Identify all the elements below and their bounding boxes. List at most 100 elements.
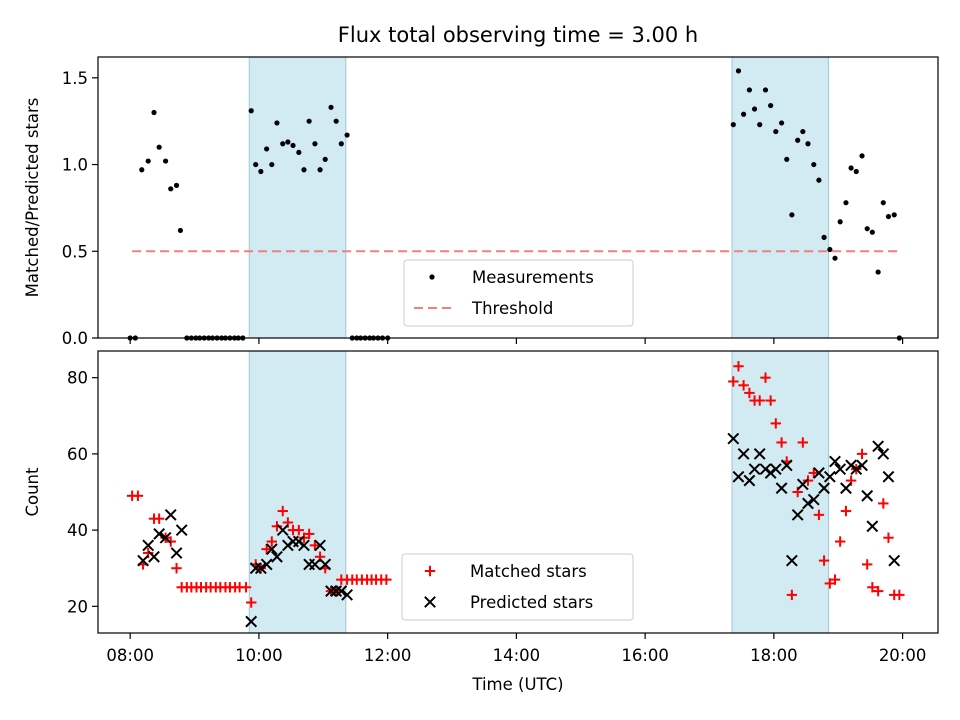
x-tick-label: 08:00 — [106, 646, 154, 665]
data-point — [743, 474, 756, 487]
data-point — [780, 459, 793, 472]
data-point — [867, 582, 878, 593]
data-point — [151, 109, 157, 116]
data-point — [303, 528, 315, 540]
data-point — [139, 167, 145, 173]
data-point — [177, 227, 183, 234]
data-point — [248, 108, 254, 114]
data-point — [735, 68, 742, 74]
data-point — [733, 361, 744, 372]
data-point — [797, 437, 809, 448]
legend: Measurements Threshold — [403, 259, 634, 327]
data-point — [381, 574, 392, 585]
data-point — [258, 168, 264, 175]
x-tick-label: 16:00 — [621, 646, 669, 665]
observing-window-band — [731, 56, 830, 339]
data-point — [894, 589, 905, 601]
data-point — [885, 213, 892, 220]
data-point — [290, 142, 296, 149]
data-point — [765, 395, 776, 406]
data-point — [769, 463, 782, 476]
data-point — [317, 167, 323, 173]
legend-label: Matched stars — [470, 562, 587, 581]
data-point — [301, 167, 307, 173]
data-point — [776, 437, 787, 448]
data-point — [795, 137, 801, 143]
data-point — [271, 521, 283, 532]
x-axis-label: Time (UTC) — [471, 675, 563, 694]
data-point — [754, 395, 765, 406]
data-point — [344, 132, 350, 138]
data-point — [823, 470, 836, 483]
data-point — [843, 200, 849, 206]
data-point — [309, 540, 321, 551]
data-point — [869, 229, 875, 235]
data-point — [159, 531, 172, 544]
data-point — [744, 387, 755, 399]
legend-box — [403, 259, 634, 327]
data-point — [837, 219, 843, 225]
data-point — [168, 186, 174, 192]
data-point — [778, 120, 785, 126]
data-point — [274, 120, 280, 126]
data-point — [741, 111, 747, 117]
data-point — [298, 539, 310, 552]
data-point — [888, 554, 901, 567]
data-point — [173, 182, 180, 188]
data-point — [840, 505, 852, 517]
legend-box — [401, 553, 634, 621]
data-point — [875, 269, 881, 275]
data-point — [309, 558, 321, 571]
data-point — [775, 482, 788, 495]
x-tick-label: 12:00 — [364, 646, 412, 665]
data-point — [265, 543, 278, 556]
data-point — [156, 144, 162, 150]
data-point — [762, 87, 769, 93]
y-tick-label: 1.0 — [62, 156, 88, 175]
data-point — [816, 177, 822, 183]
data-point — [786, 589, 798, 601]
data-point — [738, 380, 749, 391]
data-point — [296, 149, 302, 156]
legend-label: Predicted stars — [470, 593, 593, 612]
observing-window-band — [248, 56, 347, 339]
data-point — [872, 585, 884, 597]
data-point — [882, 470, 895, 483]
plot-frame — [97, 350, 939, 634]
data-point — [805, 141, 811, 147]
data-point — [818, 482, 830, 495]
data-point — [276, 524, 289, 537]
data-point — [153, 513, 165, 524]
data-point — [338, 141, 344, 147]
data-point — [254, 562, 267, 575]
data-point — [866, 520, 879, 533]
data-point — [153, 528, 166, 540]
data-point — [813, 509, 825, 521]
data-point — [727, 432, 740, 445]
data-point — [314, 539, 326, 552]
data-point — [811, 161, 817, 168]
data-point — [748, 463, 761, 476]
data-point — [293, 524, 305, 536]
y-tick-label: 40 — [67, 521, 88, 540]
data-point — [175, 524, 188, 537]
data-point — [853, 168, 859, 175]
data-point — [840, 482, 852, 495]
x-tick-label: 18:00 — [750, 646, 798, 665]
data-point — [271, 550, 283, 563]
y-axis-label: Matched/Predicted stars — [23, 98, 42, 298]
data-point — [245, 597, 257, 608]
data-point — [773, 128, 779, 135]
data-point — [807, 493, 820, 506]
data-point — [818, 555, 830, 566]
data-point — [148, 550, 160, 563]
data-point — [861, 559, 873, 570]
data-point — [850, 463, 863, 476]
data-point — [277, 505, 288, 517]
y-tick-label: 80 — [67, 369, 88, 388]
data-point — [162, 158, 169, 164]
data-point — [737, 447, 750, 460]
series-plus — [126, 361, 905, 608]
data-point — [813, 467, 825, 479]
legend-marker — [424, 596, 436, 608]
